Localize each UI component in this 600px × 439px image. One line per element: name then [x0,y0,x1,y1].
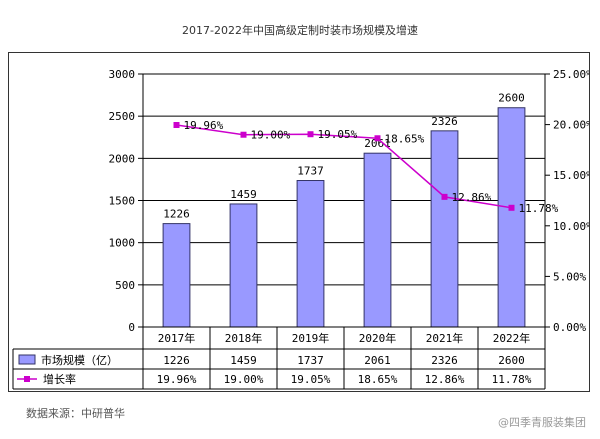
growth-marker [508,204,515,211]
y-left-tick-label: 2500 [109,110,136,123]
bar [229,203,258,328]
y-left-tick-label: 1000 [109,237,136,250]
legend-line-label: 增长率 [43,372,76,386]
growth-data-label: 19.00% [251,129,291,142]
table-value: 1459 [230,354,257,367]
table-value: 19.05% [291,373,331,386]
table-value: 2326 [431,354,458,367]
bar-series: 1226 1459 1737 2061 2326 2600 [162,92,526,328]
watermark: @四季青服装集团 [498,416,586,429]
growth-marker [173,122,180,129]
y-right-tick-label: 25.00% [553,68,589,81]
x-category-label: 2018年 [225,331,263,345]
table-value: 19.00% [224,373,264,386]
growth-line [176,124,512,209]
bar [162,223,191,328]
growth-marker [240,131,247,138]
growth-marker [441,193,448,200]
bar [363,152,392,328]
legend-bar-swatch [18,354,36,365]
y-left-tick-label: 2000 [109,152,136,165]
growth-marker [374,135,381,142]
bar [296,180,325,328]
table-value: 11.78% [492,373,532,386]
line-series: 19.96% 19.00% 19.05% 18.65% 12.86% 11.78% [173,119,559,215]
bar-data-label: 2326 [431,115,458,128]
source-note: 数据来源：中研普华 [26,407,125,420]
growth-data-label: 19.96% [184,119,224,132]
bar-data-label: 1459 [230,188,257,201]
y-right-tick-label: 15.00% [553,169,589,182]
growth-data-label: 18.65% [385,132,425,145]
legend-line-marker [24,376,30,382]
chart-frame: 1226 1459 1737 2061 2326 2600 19.96% 19.00% 19.… [8,52,590,392]
x-category-label: 2017年 [158,331,196,345]
x-category-label: 2019年 [292,331,330,345]
y-right-tick-label: 10.00% [553,220,589,233]
table-value: 18.65% [358,373,398,386]
y-left-tick-label: 3000 [109,68,136,81]
chart-title: 2017-2022年中国高级定制时装市场规模及增速 [182,24,418,37]
grid-lines [143,115,545,286]
bar-data-label: 2600 [498,92,525,105]
legend-bar-label: 市场规模（亿） [41,353,118,367]
y-left-tick-label: 0 [128,321,135,334]
y-left-tick-label: 500 [115,279,135,292]
x-category-label: 2021年 [426,331,464,345]
table-value: 1226 [163,354,190,367]
growth-data-label: 12.86% [452,191,492,204]
table-value: 12.86% [425,373,465,386]
bar [497,107,526,328]
growth-marker [307,131,314,138]
bar [430,130,459,328]
y-right-tick-label: 5.00% [553,270,586,283]
bar-data-label: 1226 [163,208,190,221]
axes: 0 500 1000 1500 2000 2500 3000 0.00% 5.00% 10.00%… [109,68,590,334]
bar-data-label: 2061 [364,137,391,150]
y-right-tick-label: 20.00% [553,119,589,132]
table-value: 2600 [498,354,525,367]
table-value: 1737 [297,354,324,367]
table-value: 2061 [364,354,391,367]
x-category-label: 2020年 [359,331,397,345]
growth-data-label: 19.05% [318,128,358,141]
bar-data-label: 1737 [297,165,324,178]
y-left-tick-label: 1500 [109,195,136,208]
x-category-label: 2022年 [493,331,531,345]
y-right-tick-label: 0.00% [553,321,586,334]
table-value: 19.96% [157,373,197,386]
growth-data-label: 11.78% [519,202,559,215]
